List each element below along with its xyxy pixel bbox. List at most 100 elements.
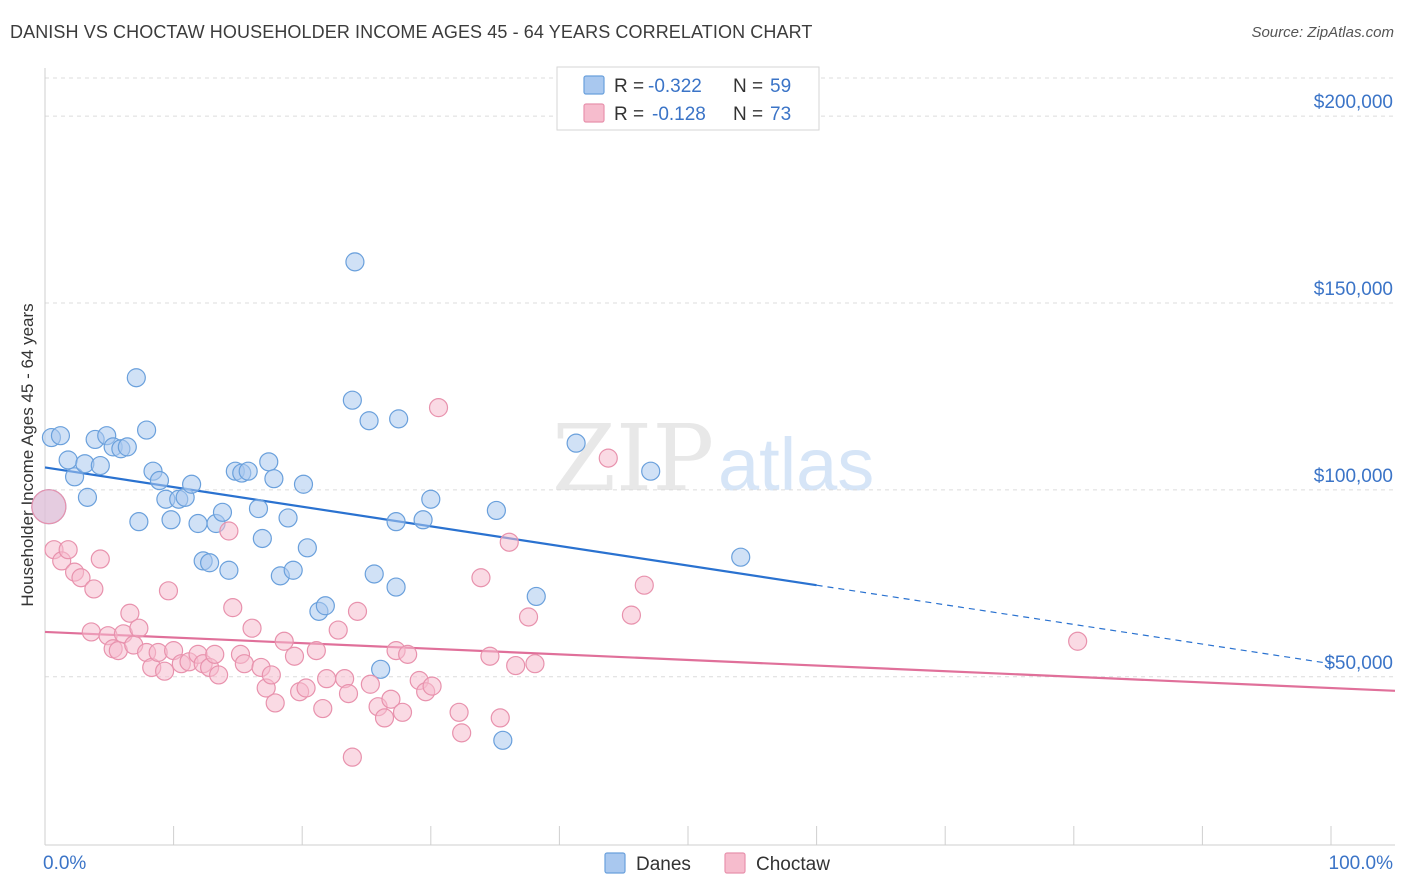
series-legend-label-danes: Danes [636,854,691,875]
choctaw-point [392,702,413,722]
trend-lines [44,466,1396,692]
x-tick-label-min: 0.0% [43,853,86,874]
choctaw-point [265,693,285,713]
choctaw-point [347,601,368,621]
danes-point [389,409,409,429]
choctaw-point [381,689,401,709]
danes-point [182,474,202,494]
watermark-atlas: atlas [718,423,874,506]
choctaw-point [261,665,281,685]
choctaw-point [306,641,326,661]
choctaw-point [242,618,262,638]
series-legend: Danes Choctaw [604,852,830,875]
choctaw-point [398,644,418,664]
choctaw-point [449,702,469,722]
choctaw-point [499,532,519,552]
danes-point [161,510,181,530]
choctaw-point [328,620,348,640]
choctaw-point [634,575,654,595]
danes-point [64,467,85,487]
danes-point [259,452,279,472]
danes-point [364,564,384,584]
danes-point [238,461,258,481]
danes-point [371,659,391,679]
choctaw-point [480,646,500,666]
danes-point [149,470,170,491]
danes-point [188,513,208,534]
choctaw-point [1068,631,1088,651]
danes-point [126,368,146,388]
choctaw-point [598,448,618,468]
y-tick-label: $150,000 [1314,279,1393,300]
y-tick-label: $50,000 [1324,653,1393,674]
choctaw-point [313,698,333,719]
choctaw-point [525,654,545,674]
danes-point [297,538,317,558]
choctaw-point [129,618,149,638]
legend-n-value-1: 73 [770,104,791,125]
choctaw-point [452,723,472,743]
series-legend-swatch-choctaw [724,852,746,874]
choctaw-point [71,568,91,588]
choctaw-point [342,747,362,767]
choctaw-point [471,568,491,588]
choctaw-point [90,549,110,569]
choctaw-point [58,540,78,560]
danes-point [77,487,98,507]
watermark-zip: ZIP [552,405,714,512]
danes-point [493,730,513,750]
legend-n-value-0: 59 [770,76,791,97]
axes: 0.0% 100.0% [43,68,1395,874]
danes-trend-line [44,466,817,587]
danes-point [278,508,298,528]
danes-point [486,500,506,521]
legend-r-label-0: R = [614,76,644,97]
legend: R = -0.322 N = 59 R = -0.128 N = 73 [556,66,820,131]
danes-point [90,455,110,476]
choctaw-point [317,669,337,689]
choctaw-point [84,579,104,599]
choctaw-point [154,661,175,681]
choctaw-point [223,598,243,618]
danes-point [283,560,303,580]
series-legend-label-choctaw: Choctaw [756,854,830,875]
danes-point [315,596,335,616]
choctaw-point-large [31,489,67,525]
choctaw-point [360,674,380,694]
danes-point [58,450,78,470]
choctaw-point [219,521,239,541]
danes-point [248,498,269,519]
x-tick-label-max: 100.0% [1329,853,1394,874]
choctaw-point [621,605,642,625]
danes-point [641,461,661,481]
legend-r-value-1: -0.128 [652,104,706,125]
chart-title: DANISH VS CHOCTAW HOUSEHOLDER INCOME AGE… [10,22,813,42]
danes-point [293,474,314,494]
danes-point [117,437,137,457]
legend-r-value-0: -0.322 [648,76,702,97]
choctaw-point [274,631,294,651]
choctaw-point [234,654,254,674]
danes-point [264,469,284,489]
legend-r-label-1: R = [614,104,644,125]
y-tick-label: $100,000 [1314,466,1393,487]
legend-swatch-choctaw [583,103,605,123]
danes-point [212,502,233,522]
choctaw-point [518,607,539,627]
danes-point [526,586,546,607]
danes-point [136,420,157,440]
choctaw-point [338,684,359,704]
choctaw-point [284,646,305,666]
legend-n-label-1: N = [733,104,763,125]
choctaw-point [374,708,395,728]
danes-point [359,411,379,431]
source-label: Source: ZipAtlas.com [1251,24,1394,41]
danes-point [386,577,406,597]
choctaw-point [209,665,229,685]
danes-point [342,390,362,410]
danes-point [731,547,751,567]
danes-trend-line-extension [816,584,1332,665]
danes-point [413,510,433,530]
choctaw-point [158,581,179,601]
